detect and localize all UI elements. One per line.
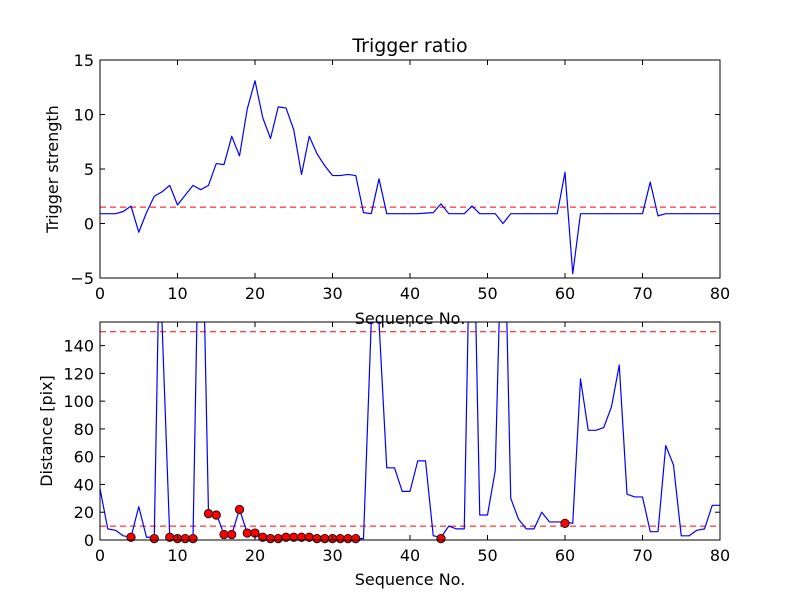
top-ylabel: Trigger strength [43, 105, 62, 234]
bottom-xtick-label: 60 [555, 546, 575, 565]
bottom-ytick-label: 40 [74, 475, 94, 494]
bottom-marker-point [335, 534, 345, 544]
top-title: Trigger ratio [351, 35, 467, 57]
bottom-marker-point [126, 532, 136, 542]
top-ytick-label: 15 [74, 51, 94, 70]
bottom-ytick-label: 140 [63, 337, 94, 356]
bottom-marker-point [242, 528, 252, 538]
bottom-marker-point [227, 529, 237, 540]
bottom-marker-point [312, 534, 322, 544]
bottom-series-line [100, 322, 720, 540]
bottom-marker-point [188, 534, 198, 544]
top-xtick-label: 0 [95, 284, 105, 303]
top-content [100, 80, 720, 275]
bottom-subplot: 0 10 20 30 40 50 60 70 80 0 20 40 60 80 100 120 140 Sequ… [37, 321, 730, 589]
bottom-marker-point [180, 534, 190, 544]
bottom-clipped-marks [100, 322, 720, 540]
bottom-marker-point [436, 534, 446, 544]
bottom-xtick-label: 0 [95, 546, 105, 565]
bottom-xtick-label: 50 [477, 546, 497, 565]
bottom-xtick-label: 70 [632, 546, 652, 565]
top-ytick-label: 10 [74, 106, 94, 125]
top-xtick-label: 20 [245, 284, 265, 303]
top-ytick-label: 5 [84, 160, 94, 179]
bottom-marker-point [265, 534, 276, 544]
bottom-ytick-label: 80 [74, 420, 94, 439]
bottom-marker-point [234, 504, 245, 515]
bottom-xtick-label: 20 [245, 546, 265, 565]
bottom-ytick-label: 100 [63, 392, 94, 411]
bottom-xtick-label: 10 [167, 546, 187, 565]
top-ytick-label: 0 [84, 215, 94, 234]
bottom-content [100, 322, 720, 544]
top-xtick-label: 70 [632, 284, 652, 303]
bottom-marker-point [219, 529, 229, 540]
bottom-marker-point [343, 534, 353, 544]
bottom-marker-point [320, 534, 330, 544]
bottom-ticks: 0 10 20 30 40 50 60 70 80 0 20 40 60 80 100 120 140 [63, 322, 730, 565]
bottom-xtick-label: 80 [710, 546, 730, 565]
top-xtick-label: 80 [710, 284, 730, 303]
bottom-marker-point [273, 534, 283, 544]
top-xtick-label: 10 [167, 284, 187, 303]
bottom-ytick-label: 20 [74, 503, 94, 522]
bottom-marker-point [351, 534, 361, 544]
bottom-marker-point [211, 510, 221, 520]
bottom-marker-point [560, 518, 570, 528]
bottom-xtick-label: 40 [400, 546, 420, 565]
top-subplot: Trigger ratio 0 10 20 30 40 50 60 70 80−5051015 … [43, 35, 730, 328]
bottom-ytick-label: 0 [84, 531, 94, 550]
bottom-ylabel: Distance [pix] [37, 375, 56, 487]
top-xtick-label: 40 [400, 284, 420, 303]
top-xtick-label: 60 [555, 284, 575, 303]
top-xlabel: Sequence No. [355, 309, 466, 328]
bottom-marker-point [203, 509, 214, 519]
top-xtick-label: 50 [477, 284, 497, 303]
bottom-ytick-label: 60 [74, 448, 94, 467]
top-clipped-marks [100, 80, 720, 275]
bottom-xtick-label: 30 [322, 546, 342, 565]
bottom-marker-point [149, 534, 159, 544]
top-xtick-label: 30 [322, 284, 342, 303]
bottom-xlabel: Sequence No. [355, 570, 466, 589]
top-ytick-label: −5 [70, 269, 94, 288]
bottom-ytick-label: 120 [63, 364, 94, 383]
top-series-line [100, 80, 720, 275]
